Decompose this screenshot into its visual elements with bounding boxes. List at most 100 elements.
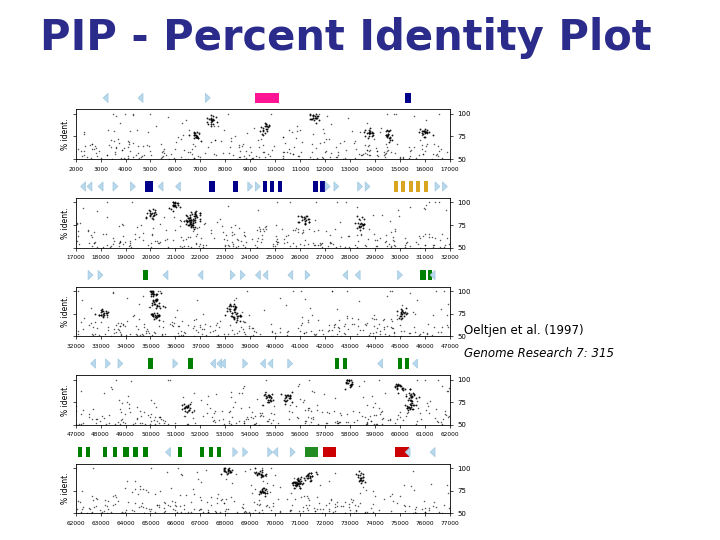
Point <box>103 411 114 420</box>
Point <box>248 124 259 132</box>
Point <box>290 242 302 251</box>
Point <box>125 329 136 338</box>
Point <box>369 399 381 407</box>
Point <box>249 241 261 249</box>
Point <box>110 375 122 384</box>
Point <box>361 146 373 154</box>
Point <box>218 498 230 507</box>
Point <box>147 288 158 296</box>
Point <box>341 417 352 426</box>
Point <box>292 382 304 390</box>
Point <box>259 122 271 130</box>
Point <box>113 222 125 231</box>
Point <box>224 321 235 329</box>
Point <box>260 394 271 402</box>
Polygon shape <box>91 359 96 368</box>
Point <box>379 131 391 139</box>
Point <box>401 403 413 412</box>
Point <box>294 477 306 486</box>
Point <box>263 391 274 400</box>
Point <box>379 322 390 331</box>
Point <box>428 243 439 252</box>
Point <box>328 320 340 329</box>
Point <box>78 406 89 415</box>
Point <box>230 243 242 252</box>
Point <box>153 315 164 324</box>
Point <box>86 508 98 516</box>
Point <box>89 142 101 151</box>
Point <box>408 401 420 410</box>
Point <box>102 509 113 517</box>
Point <box>391 380 402 388</box>
Point <box>149 413 161 422</box>
Point <box>330 320 341 329</box>
Point <box>147 289 158 298</box>
Point <box>364 129 376 138</box>
Point <box>72 232 84 240</box>
Point <box>204 328 216 336</box>
Point <box>159 303 171 312</box>
Point <box>147 292 158 301</box>
Point <box>372 420 383 429</box>
Point <box>252 136 264 145</box>
Point <box>207 115 219 124</box>
Point <box>420 142 432 151</box>
Point <box>221 235 233 244</box>
Point <box>415 414 426 423</box>
Point <box>226 466 238 475</box>
Point <box>280 232 292 240</box>
Point <box>292 480 303 488</box>
Point <box>438 409 450 418</box>
Point <box>287 225 299 234</box>
Polygon shape <box>113 182 118 191</box>
Point <box>267 396 279 404</box>
Point <box>364 132 375 141</box>
Polygon shape <box>268 359 273 368</box>
Point <box>282 390 293 399</box>
Point <box>357 221 369 230</box>
Point <box>243 310 255 319</box>
Point <box>209 407 220 415</box>
Point <box>144 207 156 215</box>
Point <box>158 507 169 516</box>
Point <box>153 299 165 307</box>
Point <box>186 140 198 149</box>
Point <box>307 114 319 123</box>
Point <box>260 225 271 234</box>
Point <box>124 140 135 149</box>
Point <box>186 145 197 153</box>
Point <box>261 485 272 494</box>
Point <box>251 242 262 251</box>
Point <box>248 468 260 477</box>
Point <box>114 321 126 330</box>
Point <box>289 484 300 493</box>
Point <box>436 381 448 390</box>
Polygon shape <box>98 182 103 191</box>
Point <box>220 464 231 472</box>
Point <box>201 118 212 127</box>
Point <box>349 137 361 145</box>
Point <box>87 330 99 339</box>
Point <box>144 287 156 295</box>
Point <box>279 239 290 247</box>
Point <box>225 393 237 402</box>
Point <box>372 151 384 160</box>
Point <box>361 420 372 428</box>
Point <box>91 415 102 424</box>
Point <box>227 239 238 248</box>
Point <box>148 416 160 424</box>
Point <box>351 231 363 240</box>
Point <box>308 388 320 396</box>
Point <box>367 487 379 495</box>
Point <box>110 493 122 502</box>
Point <box>346 377 358 386</box>
Point <box>284 242 295 251</box>
Point <box>369 230 380 238</box>
Point <box>435 145 446 154</box>
Point <box>280 393 292 402</box>
Point <box>144 420 156 428</box>
Point <box>256 468 267 476</box>
Point <box>119 110 130 118</box>
Point <box>405 399 416 408</box>
Point <box>172 328 184 337</box>
